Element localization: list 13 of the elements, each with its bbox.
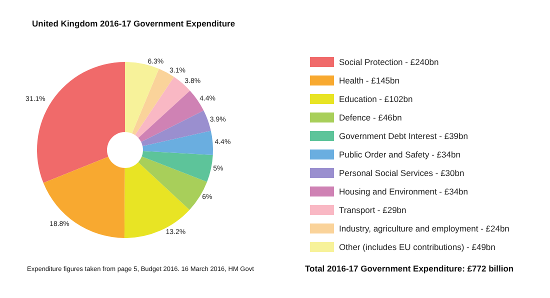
legend-label: Social Protection - £240bn: [339, 57, 439, 67]
legend-label: Health - £145bn: [339, 76, 400, 86]
legend-label: Public Order and Safety - £34bn: [339, 150, 461, 160]
legend-label: Transport - £29bn: [339, 205, 407, 215]
legend-label: Defence - £46bn: [339, 112, 402, 122]
legend-label: Other (includes EU contributions) - £49bn: [339, 242, 496, 252]
legend-label: Industry, agriculture and employment - £24bn: [339, 224, 510, 234]
legend-label: Housing and Environment - £34bn: [339, 186, 468, 196]
legend-label: Government Debt Interest - £39bn: [339, 131, 468, 141]
chart-title: United Kingdom 2016-17 Government Expenditure: [32, 18, 236, 28]
text: Total 2016-17 Government Expenditure: £772 billion: [305, 264, 514, 274]
legend-label: Education - £102bn: [339, 94, 413, 104]
legend-label: Personal Social Services - £30bn: [339, 168, 464, 178]
